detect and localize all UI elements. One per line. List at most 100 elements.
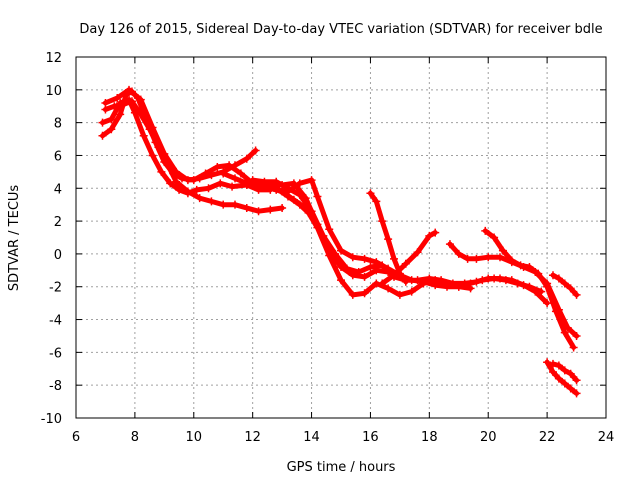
data-point-marker <box>166 179 175 188</box>
data-point-marker <box>384 284 393 293</box>
data-point-marker <box>295 190 304 199</box>
data-point-marker <box>307 176 316 185</box>
series-line <box>250 177 550 306</box>
data-point-marker <box>172 167 181 176</box>
data-point-marker <box>242 154 251 163</box>
data-point-marker <box>125 85 133 94</box>
y-tick-label: 10 <box>45 84 62 99</box>
series-line <box>544 359 580 396</box>
data-point-marker <box>384 264 393 273</box>
x-tick-labels: 6 8 10 12 14 16 18 20 22 24 <box>72 430 614 445</box>
data-point-marker <box>384 235 393 244</box>
data-point-marker <box>496 253 504 262</box>
data-point-marker <box>551 307 560 316</box>
data-point-marker <box>554 274 563 283</box>
data-point-marker <box>566 369 575 378</box>
data-point-marker <box>348 253 357 262</box>
y-tick-label: -8 <box>49 379 62 394</box>
series-arc-6 <box>248 176 552 308</box>
data-point-marker <box>216 179 225 188</box>
data-point-marker <box>337 276 345 285</box>
data-point-marker <box>195 194 204 203</box>
x-tick-label: 12 <box>244 430 261 445</box>
data-point-marker <box>242 179 251 188</box>
x-tick-label: 6 <box>72 430 80 445</box>
plot-frame <box>75 56 607 419</box>
data-point-marker <box>572 389 581 398</box>
data-point-marker <box>228 182 237 191</box>
x-tick-label: 24 <box>598 430 615 445</box>
x-tick-label: 10 <box>186 430 203 445</box>
data-point-marker <box>549 368 557 377</box>
data-point-marker <box>484 253 493 262</box>
data-point-marker <box>378 217 387 226</box>
data-point-marker <box>390 271 398 280</box>
data-point-marker <box>295 179 304 188</box>
data-point-marker <box>248 176 257 185</box>
data-point-marker <box>554 374 563 383</box>
data-point-marker <box>313 223 322 232</box>
data-point-marker <box>372 197 381 206</box>
data-point-marker <box>472 254 481 263</box>
data-point-marker <box>498 246 507 255</box>
data-point-marker <box>219 169 228 178</box>
data-point-marker <box>119 100 128 109</box>
data-point-marker <box>254 207 263 216</box>
y-tick-label: 2 <box>54 215 62 230</box>
series-arc-12 <box>481 226 578 352</box>
data-point-marker <box>213 162 222 171</box>
data-point-marker <box>366 189 375 198</box>
data-point-marker <box>272 185 281 194</box>
data-point-marker <box>284 187 292 196</box>
y-axis-label: SDTVAR / TECUs <box>7 185 22 292</box>
series-line <box>102 87 259 183</box>
data-point-marker <box>107 125 116 134</box>
y-tick-label: -2 <box>49 281 62 296</box>
x-tick-label: 18 <box>421 430 438 445</box>
y-tick-label: 6 <box>54 149 62 164</box>
data-point-marker <box>207 197 216 206</box>
data-point-marker <box>172 177 181 186</box>
data-point-marker <box>572 290 581 299</box>
x-tick-label: 20 <box>480 430 497 445</box>
y-tick-label: -10 <box>41 412 62 427</box>
data-point-marker <box>507 256 516 265</box>
data-point-marker <box>395 290 404 299</box>
data-point-marker <box>98 118 107 127</box>
data-point-marker <box>289 195 298 204</box>
data-point-marker <box>466 284 475 293</box>
series-arc-14 <box>543 358 581 398</box>
data-point-marker <box>472 277 481 286</box>
data-point-marker <box>560 279 569 288</box>
data-point-marker <box>360 289 369 298</box>
data-point-marker <box>569 343 578 352</box>
data-point-marker <box>566 384 575 393</box>
data-point-marker <box>534 269 543 278</box>
chart-title: Day 126 of 2015, Sidereal Day-to-day VTE… <box>79 22 602 37</box>
axis-ticks <box>75 56 607 419</box>
data-point-marker <box>219 200 228 209</box>
data-point-marker <box>519 281 528 290</box>
data-point-marker <box>313 192 322 201</box>
data-point-marker <box>543 282 552 291</box>
data-point-marker <box>549 271 557 280</box>
data-point-marker <box>443 279 451 288</box>
data-point-marker <box>413 276 422 285</box>
y-tick-label: 0 <box>54 248 62 263</box>
data-point-marker <box>531 287 540 296</box>
data-point-marker <box>342 264 351 273</box>
data-point-marker <box>157 167 166 176</box>
data-point-marker <box>366 263 375 272</box>
data-point-marker <box>525 263 534 272</box>
series-arc-7 <box>266 184 475 299</box>
data-point-marker <box>98 131 107 140</box>
data-point-marker <box>572 376 581 385</box>
data-point-marker <box>425 231 434 240</box>
data-point-marker <box>236 169 245 178</box>
data-point-marker <box>301 203 310 212</box>
data-point-marker <box>148 123 157 132</box>
data-point-marker <box>572 331 581 340</box>
data-series <box>98 85 581 398</box>
data-point-marker <box>139 131 148 140</box>
